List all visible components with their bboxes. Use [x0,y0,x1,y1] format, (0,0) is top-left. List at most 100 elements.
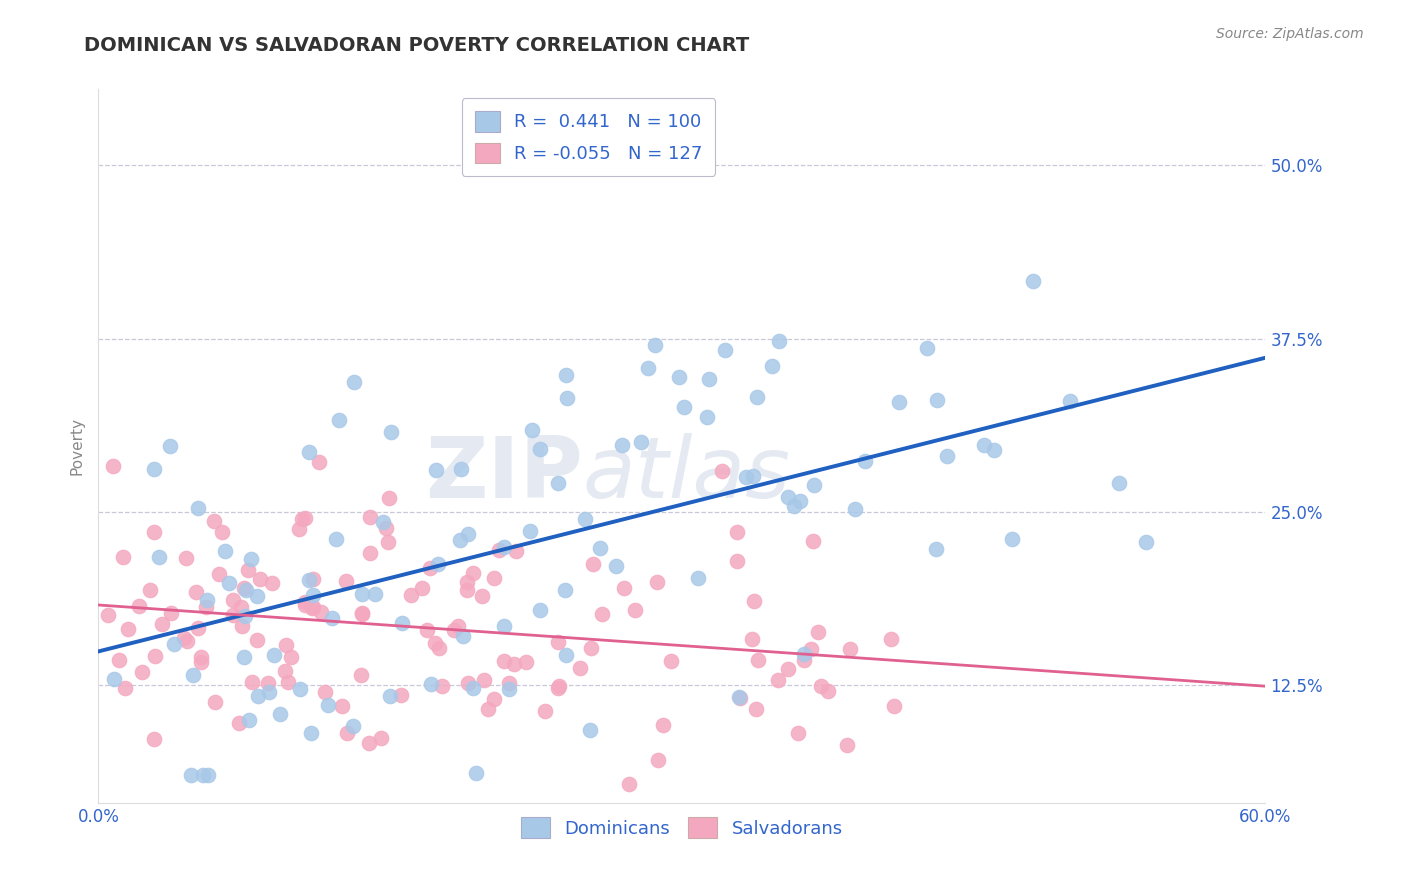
Point [887,395,910,409]
Point [457,527,479,541]
Point [745,701,768,715]
Point [652,717,675,731]
Point [766,673,789,688]
Point [277,674,299,689]
Point [925,541,948,556]
Point [235,583,257,598]
Point [742,469,765,483]
Point [727,525,749,540]
Point [401,588,423,602]
Point [776,490,799,504]
Legend: Dominicans, Salvadorans: Dominicans, Salvadorans [512,808,852,847]
Text: Source: ZipAtlas.com: Source: ZipAtlas.com [1216,27,1364,41]
Point [308,455,330,469]
Point [472,673,495,688]
Point [686,571,709,585]
Point [336,726,359,740]
Point [233,608,256,623]
Point [430,679,453,693]
Point [288,522,311,536]
Point [208,567,231,582]
Point [419,561,441,575]
Point [747,652,769,666]
Point [335,574,357,588]
Point [817,684,839,698]
Point [644,338,666,352]
Point [195,593,218,607]
Point [232,649,254,664]
Point [883,699,905,714]
Point [350,668,373,682]
Point [245,632,267,647]
Point [131,665,153,679]
Point [330,699,353,714]
Point [246,689,269,703]
Point [853,454,876,468]
Point [477,701,499,715]
Point [197,768,219,782]
Point [301,572,323,586]
Point [672,400,695,414]
Point [425,636,447,650]
Point [456,575,478,590]
Point [222,592,245,607]
Point [112,549,135,564]
Point [547,475,569,490]
Point [371,516,394,530]
Point [174,551,197,566]
Point [801,533,824,548]
Point [427,558,450,572]
Point [502,657,524,672]
Point [298,444,321,458]
Point [605,558,627,573]
Point [291,512,314,526]
Point [114,681,136,695]
Point [222,607,245,622]
Point [97,608,120,623]
Point [624,602,647,616]
Point [150,616,173,631]
Point [128,599,150,614]
Point [159,439,181,453]
Point [591,607,613,622]
Point [190,655,212,669]
Point [294,594,316,608]
Point [342,718,364,732]
Point [844,501,866,516]
Point [416,623,439,637]
Point [142,732,165,747]
Point [529,442,551,456]
Point [630,435,652,450]
Point [359,546,381,560]
Point [298,574,321,588]
Point [108,653,131,667]
Point [747,390,769,404]
Point [787,726,810,740]
Point [375,521,398,535]
Point [582,558,605,572]
Point [498,682,520,697]
Point [232,581,254,595]
Point [370,731,392,745]
Point [498,676,520,690]
Point [328,413,350,427]
Point [411,581,433,595]
Point [451,629,474,643]
Point [568,661,591,675]
Point [579,640,602,655]
Point [447,619,470,633]
Point [1021,274,1043,288]
Point [274,638,297,652]
Point [138,582,160,597]
Point [184,585,207,599]
Point [350,587,373,601]
Point [325,532,347,546]
Point [239,552,262,566]
Point [280,650,302,665]
Point [547,635,569,649]
Point [1059,393,1081,408]
Point [204,695,226,709]
Point [637,360,659,375]
Point [714,343,737,358]
Point [257,684,280,698]
